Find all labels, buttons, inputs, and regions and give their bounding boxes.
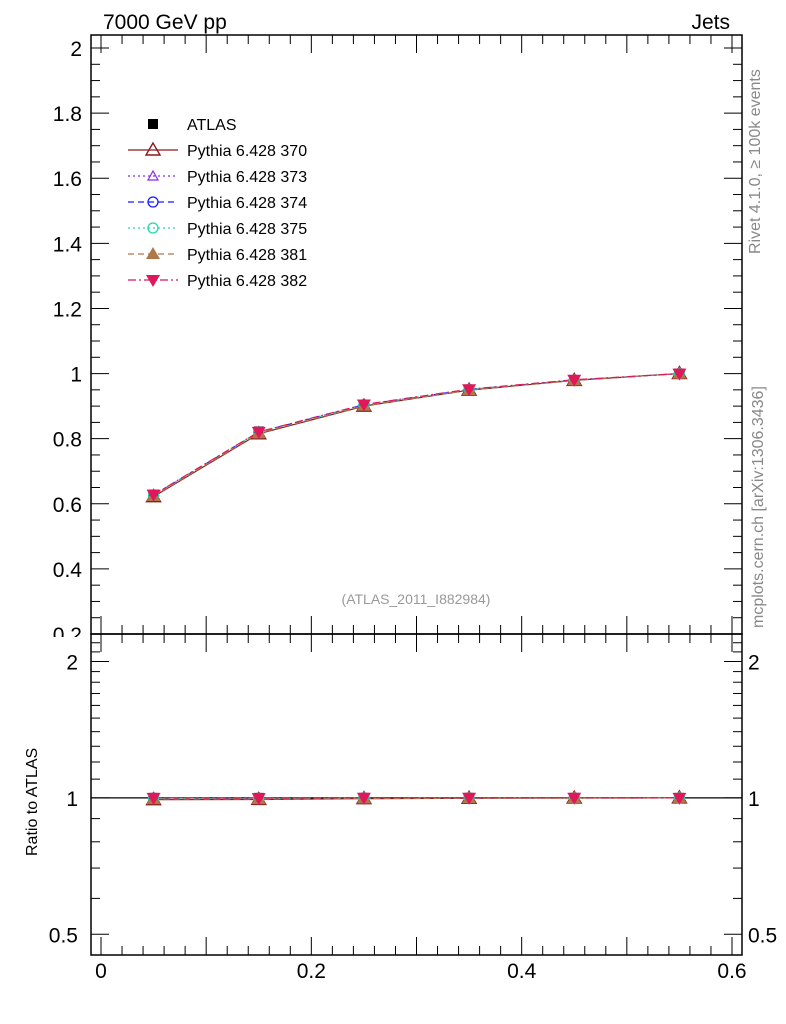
label-clip-mask — [40, 637, 90, 655]
ratio-axis-ticks — [91, 633, 742, 955]
legend-label: Pythia 6.428 381 — [187, 247, 307, 264]
data-point-marker — [146, 247, 160, 259]
legend-label: Pythia 6.428 382 — [187, 273, 307, 290]
main-ytick-label: 2 — [70, 38, 82, 61]
data-point-marker — [147, 196, 159, 208]
main-series-line — [153, 372, 680, 496]
legend-label: Pythia 6.428 375 — [187, 221, 307, 238]
main-series-line — [153, 372, 680, 498]
data-point-marker — [567, 374, 582, 387]
data-point-marker — [672, 368, 687, 381]
data-point-marker — [147, 222, 159, 234]
main-y-tick-labels: 0.20.40.60.811.21.41.61.82 — [40, 38, 90, 655]
ratio-series-line — [153, 797, 680, 800]
main-ytick-label: 1 — [70, 364, 82, 387]
legend-label: Pythia 6.428 374 — [187, 195, 307, 212]
main-series-line — [153, 372, 680, 496]
data-point-marker — [146, 275, 160, 287]
data-point-marker — [146, 169, 160, 181]
ratio-ytick-label-right: 2 — [748, 651, 760, 674]
ratio-ylabel: Ratio to ATLAS — [24, 748, 41, 856]
ratio-y-tick-labels: 0.5 0.5 1 1 2 2 — [49, 651, 777, 947]
main-series-group — [145, 365, 688, 503]
xtick-label: 0.4 — [507, 960, 537, 983]
legend-label: ATLAS — [187, 117, 237, 134]
mcplots-label: mcplots.cern.ch [arXiv:1306.3436] — [750, 386, 767, 628]
data-point-marker — [251, 793, 266, 806]
data-point-marker — [567, 792, 582, 805]
ratio-ytick-label-right: 1 — [748, 788, 760, 811]
data-point-marker — [462, 792, 477, 805]
ratio-series-group — [145, 789, 688, 806]
main-ytick-label: 1.2 — [53, 298, 82, 321]
header-left: 7000 GeV pp — [103, 11, 227, 34]
main-ytick-label: 1.8 — [53, 103, 82, 126]
data-point-marker — [144, 141, 162, 156]
data-point-marker — [356, 399, 371, 412]
data-point-marker — [356, 792, 371, 805]
legend-label: Pythia 6.428 373 — [187, 169, 307, 186]
ratio-ytick-label-right: 0.5 — [748, 924, 777, 947]
data-point-marker — [146, 489, 161, 502]
main-ytick-label: 0.4 — [53, 559, 83, 582]
main-series-line — [153, 372, 680, 497]
xtick-label: 0.6 — [717, 960, 746, 983]
main-series-line — [153, 372, 680, 497]
main-ytick-label: 1.6 — [53, 168, 82, 191]
header-right: Jets — [691, 11, 730, 34]
legend: ATLAS Pythia 6.428 370 Pythia 6.428 373 Pyt… — [128, 117, 307, 290]
main-series-line — [153, 372, 680, 496]
rivet-label: Rivet 4.1.0, ≥ 100k events — [747, 69, 764, 254]
legend-label: Pythia 6.428 370 — [187, 143, 307, 160]
analysis-watermark: (ATLAS_2011_I882984) — [342, 591, 491, 607]
x-tick-labels: 0 0.2 0.4 0.6 — [95, 960, 746, 983]
data-point-marker — [672, 792, 687, 805]
main-axis-ticks — [91, 35, 742, 635]
ratio-ytick-label: 0.5 — [49, 924, 78, 947]
main-ytick-label: 1.4 — [53, 233, 83, 256]
ratio-ytick-label: 2 — [66, 651, 78, 674]
data-point-marker — [462, 384, 477, 397]
ratio-ytick-label: 1 — [66, 788, 78, 811]
main-ytick-label: 0.6 — [53, 494, 82, 517]
main-ytick-label: 0.8 — [53, 429, 82, 452]
data-point-marker — [148, 119, 158, 129]
data-point-marker — [146, 792, 161, 805]
xtick-label: 0.2 — [297, 960, 326, 983]
xtick-label: 0 — [95, 960, 107, 983]
ratio-frame — [90, 633, 743, 956]
data-point-marker — [251, 426, 266, 439]
